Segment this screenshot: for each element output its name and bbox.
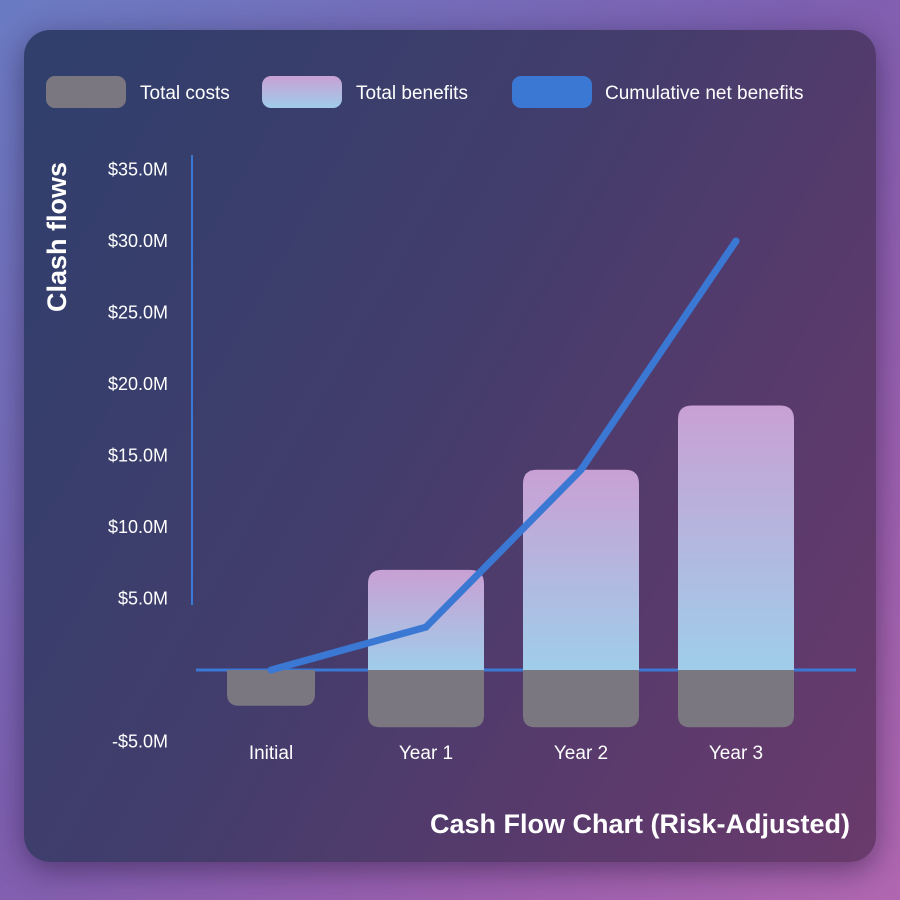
legend-label-total-costs: Total costs — [140, 83, 230, 104]
legend: Total costs Total benefits Cumulative ne… — [46, 76, 804, 108]
x-category-label: Year 3 — [709, 743, 763, 764]
y-tick-label: $30.0M — [108, 231, 168, 251]
x-category-labels: Initial Year 1 Year 2 Year 3 — [249, 743, 763, 764]
x-category-label: Year 2 — [554, 743, 608, 764]
y-tick-label: $20.0M — [108, 374, 168, 394]
line-cumulative-net-benefits — [267, 237, 740, 674]
legend-label-cumulative-net-benefits: Cumulative net benefits — [605, 83, 804, 104]
legend-swatch-total-benefits — [262, 76, 342, 108]
bar-total-benefits-year-3 — [678, 405, 794, 670]
legend-item-total-benefits: Total benefits — [262, 76, 468, 108]
legend-swatch-cumulative-net-benefits — [512, 76, 592, 108]
bar-total-costs-initial — [227, 670, 315, 706]
y-tick-label: -$5.0M — [112, 732, 168, 752]
legend-item-cumulative-net-benefits: Cumulative net benefits — [512, 76, 804, 108]
bars — [227, 405, 794, 728]
point-cumulative-year-3 — [732, 237, 740, 245]
bar-total-costs-year-1 — [368, 670, 484, 728]
cumulative-line-layer — [267, 237, 740, 674]
point-cumulative-initial — [267, 666, 275, 674]
y-axis-title: Clash flows — [42, 162, 72, 312]
bar-total-costs-year-3 — [678, 670, 794, 728]
x-category-label: Year 1 — [399, 743, 453, 764]
y-tick-label: $15.0M — [108, 446, 168, 466]
y-tick-label: $35.0M — [108, 160, 168, 180]
legend-label-total-benefits: Total benefits — [356, 83, 468, 104]
y-tick-label: $25.0M — [108, 303, 168, 323]
bar-total-costs-year-2 — [523, 670, 639, 728]
x-category-label: Initial — [249, 743, 293, 764]
point-cumulative-year-1 — [422, 623, 430, 631]
point-cumulative-year-2 — [577, 466, 585, 474]
y-tick-label: $10.0M — [108, 517, 168, 537]
legend-swatch-total-costs — [46, 76, 126, 108]
legend-item-total-costs: Total costs — [46, 76, 230, 108]
chart-title: Cash Flow Chart (Risk-Adjusted) — [430, 809, 850, 839]
y-tick-label: $5.0M — [118, 589, 168, 609]
bar-total-benefits-year-2 — [523, 469, 639, 670]
y-tick-labels: -$5.0M $5.0M $10.0M $15.0M $20.0M $25.0M $30.0… — [108, 160, 168, 752]
